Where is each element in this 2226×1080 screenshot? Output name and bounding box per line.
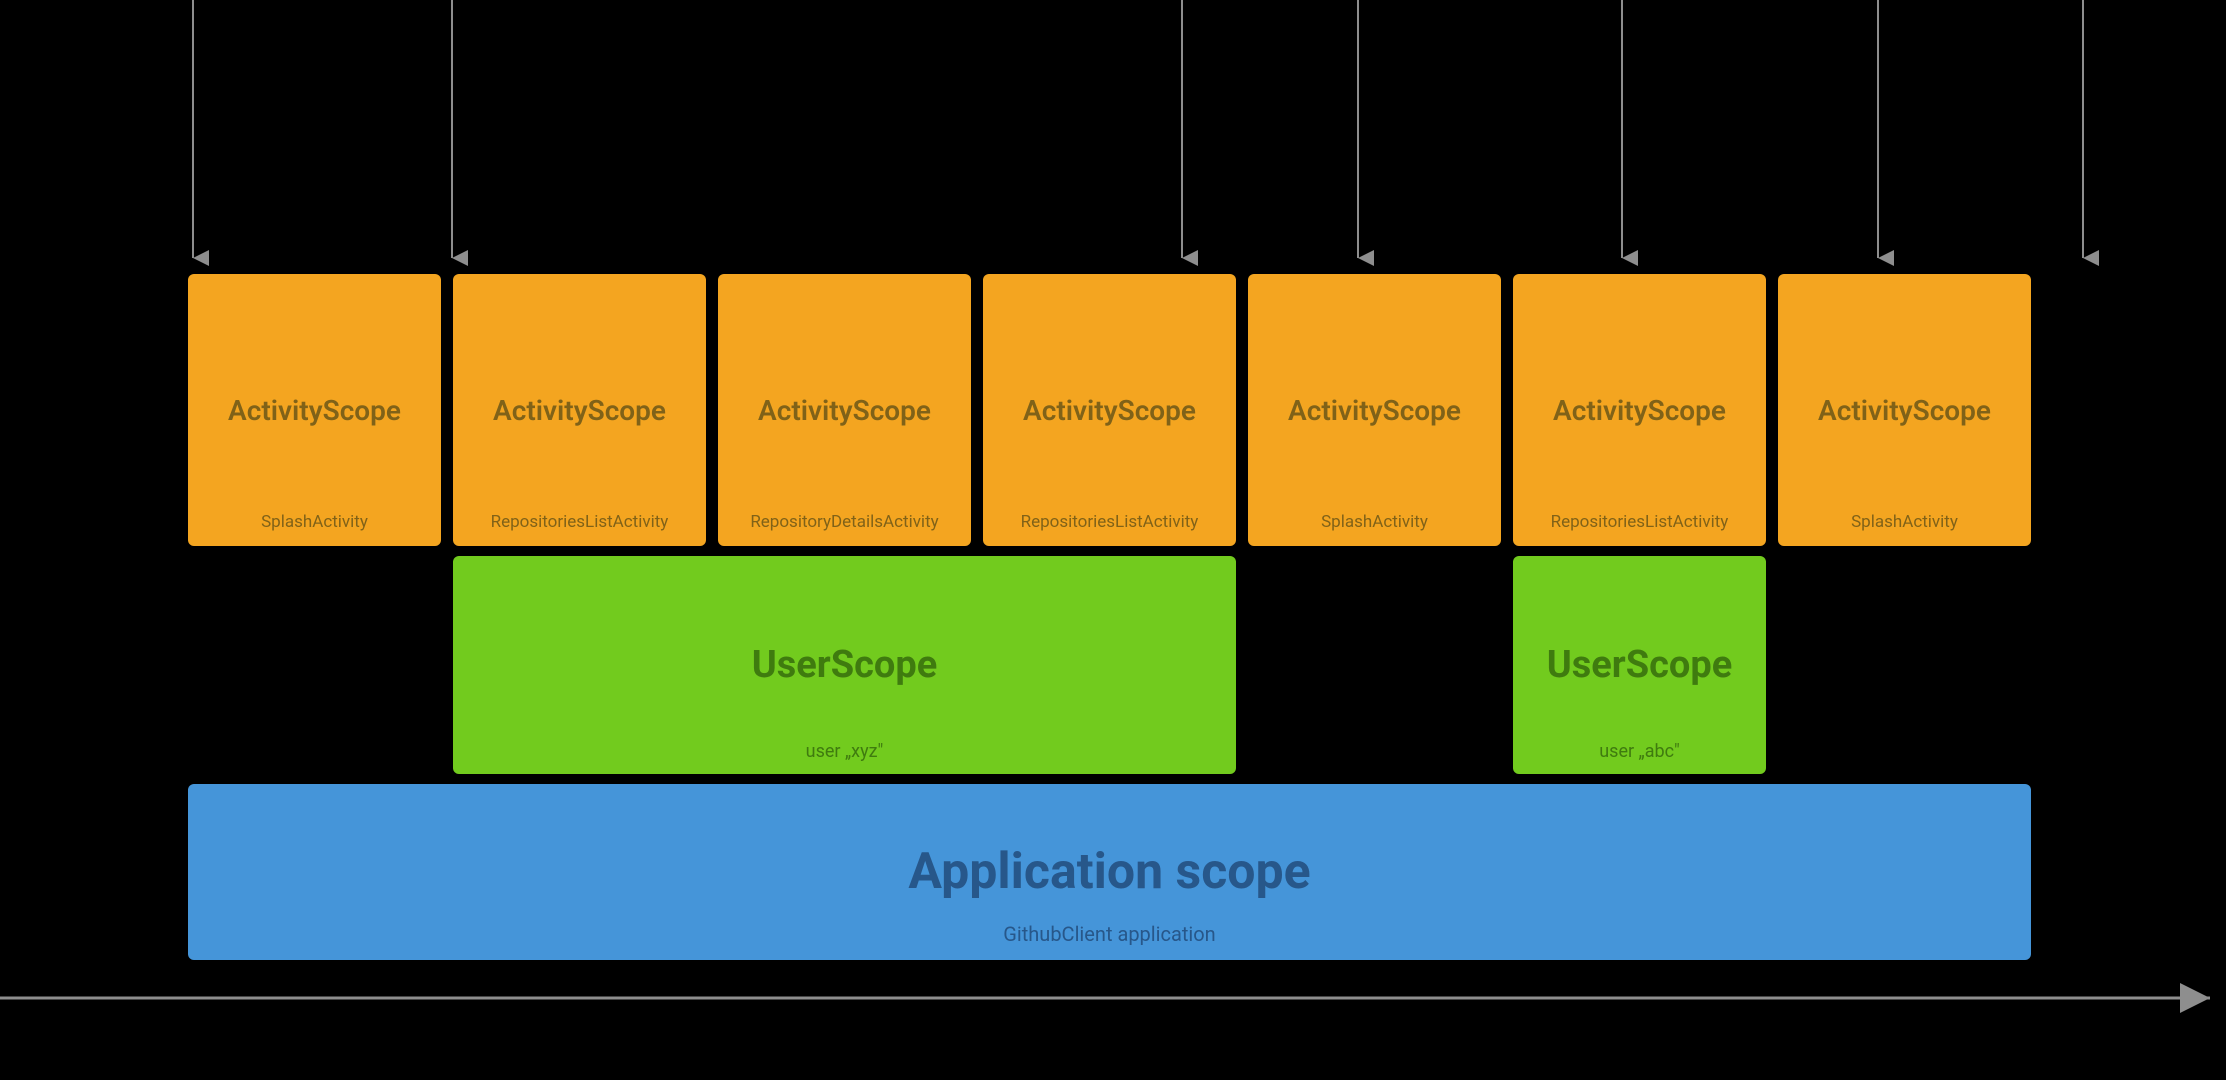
activity-scope-subtitle: SplashActivity [188,512,441,532]
activity-scope-title: ActivityScope [1553,394,1726,427]
user-scope-box: UserScope user „xyz" [453,556,1236,774]
activity-scope-title: ActivityScope [1023,394,1196,427]
activity-scope-title: ActivityScope [1288,394,1461,427]
application-scope-box: Application scope GithubClient applicati… [188,784,2031,960]
activity-scope-box: ActivityScope RepositoryDetailsActivity [718,274,971,546]
application-scope-title: Application scope [908,843,1310,901]
user-scope-title: UserScope [752,643,938,687]
activity-scope-title: ActivityScope [758,394,931,427]
user-scope-box: UserScope user „abc" [1513,556,1766,774]
activity-scope-subtitle: SplashActivity [1248,512,1501,532]
user-scope-subtitle: user „abc" [1513,741,1766,762]
activity-scope-subtitle: RepositoriesListActivity [1513,512,1766,532]
vertical-arrows [0,0,2226,280]
activity-scope-box: ActivityScope SplashActivity [1778,274,2031,546]
activity-scope-row: ActivityScopeSplashActivityActivityScope… [188,274,2031,546]
activity-scope-subtitle: RepositoriesListActivity [453,512,706,532]
activity-scope-box: ActivityScope RepositoriesListActivity [453,274,706,546]
activity-scope-title: ActivityScope [1818,394,1991,427]
activity-scope-title: ActivityScope [493,394,666,427]
user-scope-row: UserScope user „xyz" UserScope user „abc" [0,556,2226,774]
activity-scope-title: ActivityScope [228,394,401,427]
activity-scope-subtitle: RepositoriesListActivity [983,512,1236,532]
timeline-arrow [0,978,2226,1018]
activity-scope-subtitle: RepositoryDetailsActivity [718,512,971,532]
activity-scope-box: ActivityScope RepositoriesListActivity [1513,274,1766,546]
application-scope-subtitle: GithubClient application [188,922,2031,946]
user-scope-subtitle: user „xyz" [453,741,1236,762]
activity-scope-subtitle: SplashActivity [1778,512,2031,532]
activity-scope-box: ActivityScope SplashActivity [188,274,441,546]
activity-scope-box: ActivityScope RepositoriesListActivity [983,274,1236,546]
user-scope-title: UserScope [1547,643,1733,687]
activity-scope-box: ActivityScope SplashActivity [1248,274,1501,546]
